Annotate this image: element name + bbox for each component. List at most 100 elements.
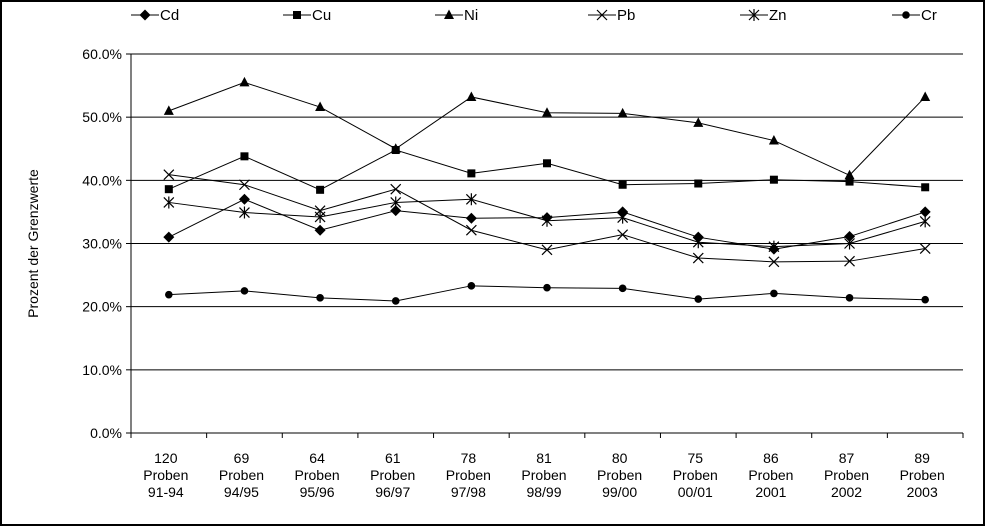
x-tick-label: 86 Proben 2001	[748, 450, 793, 500]
legend-item-zn: Zn	[740, 7, 787, 24]
point-cu	[240, 152, 248, 160]
point-cr	[316, 294, 324, 302]
point-pb	[920, 244, 930, 254]
x-tick-label-line: 89	[914, 450, 930, 466]
x-tick-label-line: 81	[536, 450, 552, 466]
y-tick-label: 40.0%	[82, 172, 122, 188]
x-tick-label: 120 Proben 91-94	[143, 450, 188, 500]
x-tick-label-line: 98/99	[526, 484, 561, 500]
x-tick-label-line: Proben	[446, 467, 491, 483]
point-cr	[241, 287, 249, 295]
point-cu	[921, 183, 929, 191]
point-cr	[770, 290, 778, 298]
x-tick-label-line: 2001	[755, 484, 786, 500]
point-ni	[920, 91, 930, 101]
point-cd	[466, 213, 477, 224]
point-cu	[694, 179, 702, 187]
x-tick-label-line: 80	[612, 450, 628, 466]
point-cu	[543, 159, 551, 167]
point-cu	[770, 176, 778, 184]
y-tick-label: 0.0%	[90, 425, 122, 441]
x-tick-label-line: 69	[234, 450, 250, 466]
x-tick-label: 69 Proben 94/95	[219, 450, 264, 500]
x-tick-label-line: 96/97	[375, 484, 410, 500]
legend-item-cu: Cu	[283, 7, 331, 24]
x-tick-label-line: Proben	[295, 467, 340, 483]
x-tick-label-line: 75	[687, 450, 703, 466]
point-cr	[165, 291, 173, 299]
point-cr	[392, 297, 400, 305]
y-tick-label: 50.0%	[82, 109, 122, 125]
x-tick-label-line: 95/96	[300, 484, 335, 500]
point-ni	[618, 108, 628, 118]
legend-item-cd: Cd	[131, 7, 179, 24]
point-zn	[920, 215, 930, 227]
point-cd	[239, 194, 250, 205]
legend-item-ni: Ni	[435, 7, 478, 24]
x-tick-label-line: 91-94	[148, 484, 184, 500]
point-pb	[542, 245, 552, 255]
x-tick-label-line: Proben	[370, 467, 415, 483]
legend-label: Pb	[617, 7, 635, 24]
legend-marker-cr	[902, 11, 910, 19]
x-tick-label-line: 99/00	[602, 484, 637, 500]
x-tick-label-line: Proben	[673, 467, 718, 483]
y-tick-label: 30.0%	[82, 236, 122, 252]
x-tick-label: 64 Proben 95/96	[295, 450, 340, 500]
legend-item-cr: Cr	[892, 7, 937, 24]
point-cr	[921, 296, 929, 304]
y-tick-label: 10.0%	[82, 362, 122, 378]
series-cu	[165, 146, 929, 194]
point-pb	[466, 225, 476, 235]
x-tick-label-line: Proben	[900, 467, 945, 483]
legend-marker-cu	[293, 11, 301, 19]
x-tick-label-line: Proben	[143, 467, 188, 483]
x-tick-label-line: Proben	[748, 467, 793, 483]
x-tick-label: 81 Proben 98/99	[521, 450, 566, 500]
x-tick-label-line: 00/01	[678, 484, 713, 500]
point-pb	[618, 230, 628, 240]
point-cu	[316, 186, 324, 194]
series-cr	[165, 282, 929, 305]
legend-item-pb: Pb	[588, 7, 635, 24]
x-tick-label-line: 97/98	[451, 484, 486, 500]
x-tick-label: 87 Proben 2002	[824, 450, 869, 500]
point-ni	[239, 77, 249, 87]
x-tick-label-line: 2002	[831, 484, 862, 500]
point-cu	[619, 181, 627, 189]
x-tick-label-line: 120	[154, 450, 178, 466]
x-tick-label-line: 94/95	[224, 484, 259, 500]
legend-marker-cd	[140, 10, 151, 21]
series-line-cu	[169, 150, 925, 190]
point-cr	[543, 284, 551, 292]
x-tick-label: 80 Proben 99/00	[597, 450, 642, 500]
point-cr	[619, 285, 627, 293]
point-cr	[846, 294, 854, 302]
point-cr	[468, 282, 476, 290]
point-cr	[694, 295, 702, 303]
y-tick-label: 20.0%	[82, 299, 122, 315]
legend-marker-ni	[444, 10, 454, 20]
x-tick-label-line: 61	[385, 450, 401, 466]
point-cu	[165, 185, 173, 193]
point-cd	[163, 232, 174, 243]
x-tick-label: 61 Proben 96/97	[370, 450, 415, 500]
x-tick-label-line: Proben	[824, 467, 869, 483]
point-pb	[391, 184, 401, 194]
legend-label: Zn	[769, 7, 787, 24]
x-tick-label: 89 Proben 2003	[900, 450, 945, 500]
x-tick-label-line: 64	[309, 450, 325, 466]
point-ni	[466, 91, 476, 101]
x-tick-label-line: 87	[839, 450, 855, 466]
x-tick-label-line: Proben	[597, 467, 642, 483]
x-tick-label-line: 86	[763, 450, 779, 466]
legend-label: Cr	[921, 7, 937, 24]
point-cu	[467, 169, 475, 177]
x-tick-label: 78 Proben 97/98	[446, 450, 491, 500]
x-tick-label-line: Proben	[219, 467, 264, 483]
legend-label: Ni	[464, 7, 478, 24]
legend-label: Cu	[312, 7, 331, 24]
